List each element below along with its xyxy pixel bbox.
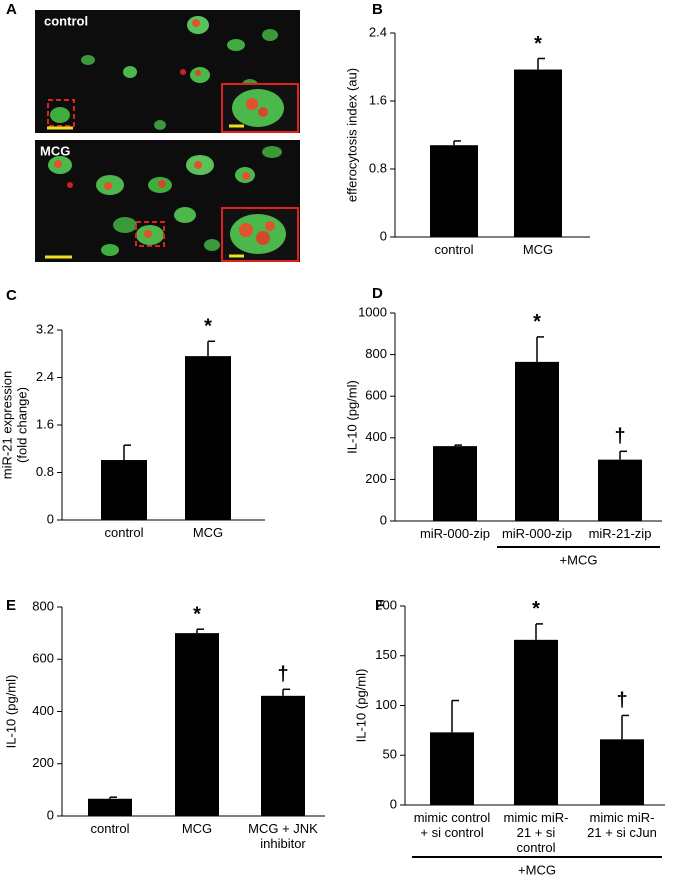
y-tick-label: 2.4 [36, 369, 54, 384]
x-tick-label: miR-000-zip [501, 526, 573, 541]
y-tick-label: 0 [47, 807, 54, 822]
y-tick-label: 50 [383, 747, 397, 762]
bar [598, 459, 642, 521]
x-tick-label-box: miR-000-zip [419, 526, 491, 541]
x-tick-label: miR-21-zip [588, 526, 652, 541]
y-tick-label: 2.4 [369, 24, 387, 39]
panel-label: E [6, 597, 16, 614]
y-tick-label: 200 [32, 755, 54, 770]
x-tick-label-box: miR-000-zip [501, 526, 573, 541]
bar [515, 361, 559, 521]
panel-label: A [6, 1, 17, 18]
x-tick-label: MCG [192, 525, 224, 540]
bar [261, 695, 305, 816]
x-tick-label: MCG [181, 821, 213, 836]
annotation: * [193, 603, 201, 625]
bar [430, 732, 474, 805]
y-tick-label: 150 [375, 647, 397, 662]
y-tick-label: 0 [380, 228, 387, 243]
bar [175, 633, 219, 816]
x-tick-label: mimic control + si control [413, 810, 491, 840]
y-tick-label: 200 [375, 597, 397, 612]
x-tick-label: mimic miR-21 + si cJun [587, 810, 657, 840]
annotation: * [534, 33, 542, 55]
y-tick-label: 1.6 [36, 416, 54, 431]
y-axis-label: efferocytosis index (au) [344, 68, 359, 202]
y-tick-label: 1000 [358, 304, 387, 319]
y-tick-label: 800 [32, 598, 54, 613]
x-tick-label: mimic miR-21 + si control [503, 810, 569, 855]
x-tick-label-box: MCG [192, 525, 224, 540]
x-tick-label: MCG [522, 242, 554, 257]
y-tick-label: 400 [365, 429, 387, 444]
image-label: control [44, 13, 88, 28]
bar [101, 460, 147, 520]
y-axis-label: miR-21 expression [0, 371, 14, 479]
y-tick-label: 600 [32, 651, 54, 666]
bar [600, 739, 644, 805]
x-tick-label-box: MCG [522, 242, 554, 257]
y-tick-label: 0 [380, 512, 387, 527]
bar [433, 446, 477, 521]
y-axis-label: (fold change) [14, 387, 29, 463]
y-axis-label: IL-10 (pg/ml) [353, 669, 368, 743]
y-tick-label: 0.8 [36, 464, 54, 479]
y-tick-label: 0 [47, 511, 54, 526]
x-tick-label-box: miR-21-zip [588, 526, 652, 541]
x-tick-label: control [434, 242, 474, 257]
x-tick-label-box: mimic miR-21 + si control [503, 810, 569, 855]
bar [514, 639, 558, 805]
panel-label: B [372, 1, 383, 18]
y-tick-label: 400 [32, 703, 54, 718]
annotation: * [532, 598, 540, 620]
y-axis-label: IL-10 (pg/ml) [344, 380, 359, 454]
group-label: +MCG [560, 552, 598, 567]
x-tick-label: MCG + JNK inhibitor [248, 821, 318, 851]
bar [514, 69, 562, 237]
micrograph [35, 10, 300, 262]
panel-label: C [6, 287, 17, 304]
y-tick-label: 600 [365, 388, 387, 403]
x-tick-label-box: MCG + JNK inhibitor [248, 821, 318, 851]
y-tick-label: 800 [365, 346, 387, 361]
y-axis-label: IL-10 (pg/ml) [3, 675, 18, 749]
annotation: † [277, 664, 288, 686]
bar [88, 798, 132, 816]
x-tick-label-box: control [434, 242, 474, 257]
y-tick-label: 1.6 [369, 92, 387, 107]
x-tick-label: miR-000-zip [419, 526, 491, 541]
y-tick-label: 200 [365, 471, 387, 486]
panel-label: F [375, 597, 384, 614]
image-label: MCG [40, 143, 70, 158]
x-tick-label: control [90, 821, 130, 836]
annotation: † [616, 690, 627, 712]
x-tick-label-box: mimic control + si control [413, 810, 491, 840]
annotation: * [533, 311, 541, 333]
x-tick-label-box: mimic miR-21 + si cJun [587, 810, 657, 840]
group-label: +MCG [518, 862, 556, 877]
x-tick-label-box: control [90, 821, 130, 836]
bar [430, 145, 478, 237]
x-tick-label-box: MCG [181, 821, 213, 836]
panel-label: D [372, 285, 383, 302]
x-tick-label-box: control [104, 525, 144, 540]
y-tick-label: 0.8 [369, 160, 387, 175]
bar [185, 356, 231, 520]
annotation: * [204, 316, 212, 338]
y-tick-label: 3.2 [36, 321, 54, 336]
y-tick-label: 0 [390, 796, 397, 811]
x-tick-label: control [104, 525, 144, 540]
annotation: † [614, 426, 625, 448]
y-tick-label: 100 [375, 697, 397, 712]
